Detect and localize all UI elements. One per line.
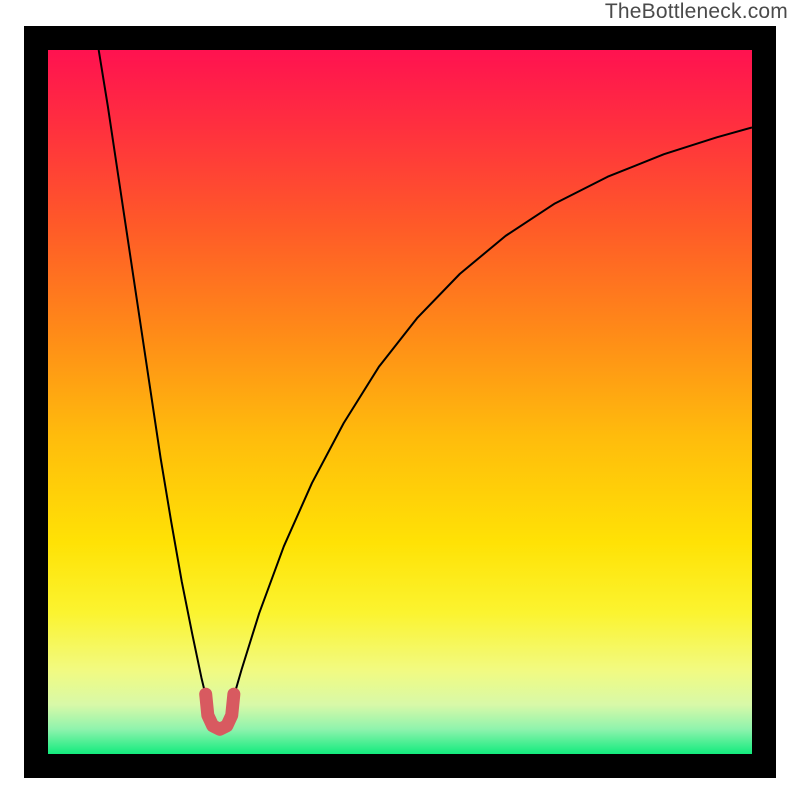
chart-container: TheBottleneck.com xyxy=(0,0,800,800)
watermark-text: TheBottleneck.com xyxy=(605,0,788,24)
bottleneck-curve xyxy=(48,50,752,754)
plot-area xyxy=(24,26,776,778)
